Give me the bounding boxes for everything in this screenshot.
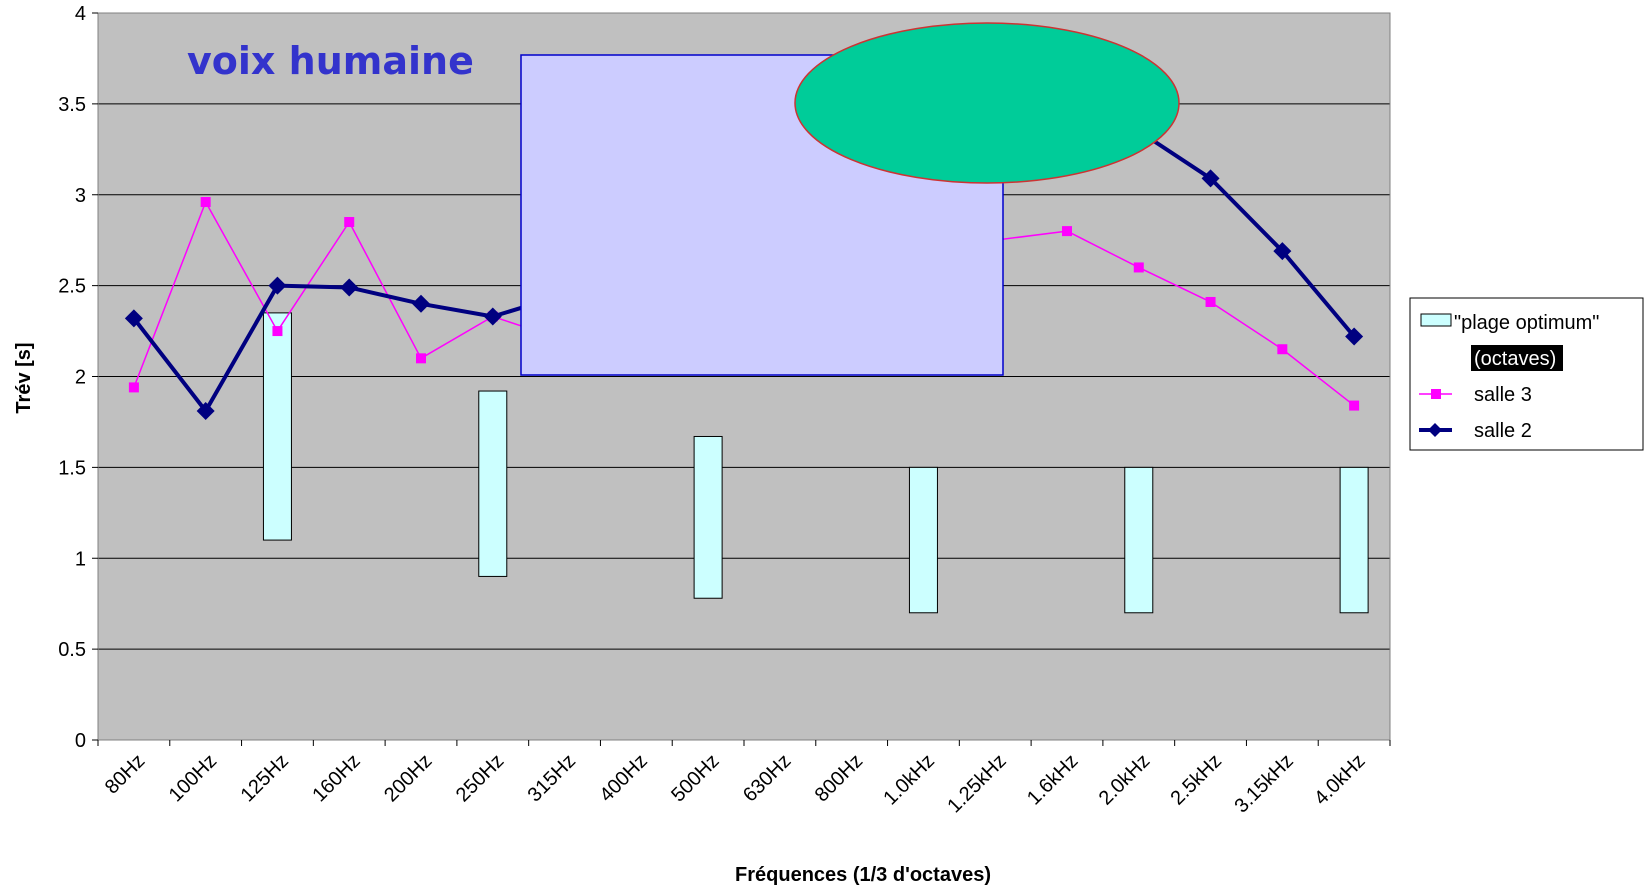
x-tick-label: 1.6kHz (1023, 750, 1083, 810)
y-axis-title: Trév [s] (13, 342, 35, 413)
optimum-range-bar (908, 466, 938, 614)
y-tick-label: 2 (75, 367, 86, 389)
legend-label-octaves: (octaves) (1474, 348, 1556, 370)
y-tick-label: 2.5 (58, 276, 86, 298)
x-tick-label: 630Hz (739, 750, 795, 806)
legend-highlight (1471, 345, 1563, 371)
legend-label-optimum: "plage optimum" (1454, 312, 1599, 334)
x-tick-label: 4.0kHz (1310, 750, 1370, 810)
optimum-range-bar (262, 312, 292, 541)
point-salle3 (272, 326, 283, 337)
x-tick-label: 2.5kHz (1167, 750, 1227, 810)
optimum-range-bar (478, 390, 508, 577)
x-tick-label: 1.25kHz (943, 750, 1010, 817)
y-axis-ticks: 0 0.5 1 1.5 2 2.5 3 3.5 4 (58, 3, 98, 752)
point-salle2 (340, 278, 359, 297)
point-salle2 (124, 309, 143, 328)
x-tick-label: 3.15kHz (1230, 750, 1297, 817)
y-tick-label: 0 (75, 730, 86, 752)
optimum-range-bar (1339, 466, 1369, 614)
x-tick-label: 200Hz (380, 750, 436, 806)
x-tick-label: 80Hz (101, 750, 150, 799)
x-tick-label: 800Hz (811, 750, 867, 806)
y-tick-label: 3.5 (58, 94, 86, 116)
optimum-range-bar (693, 435, 723, 599)
x-tick-label: 315Hz (524, 750, 580, 806)
point-salle2 (1201, 169, 1220, 188)
point-salle3 (1277, 344, 1288, 355)
legend: "plage optimum" (octaves) salle 3 salle … (1409, 297, 1644, 451)
x-tick-label: 100Hz (165, 750, 221, 806)
point-salle2 (1273, 242, 1292, 261)
legend-label-salle2: salle 2 (1474, 420, 1532, 442)
point-salle3 (1349, 400, 1360, 411)
point-salle3 (1205, 296, 1216, 307)
point-salle2 (1345, 327, 1364, 346)
x-tick-label: 250Hz (452, 750, 508, 806)
legend-marker-salle3 (1431, 389, 1441, 399)
point-salle3 (1133, 262, 1144, 273)
x-tick-label: 500Hz (667, 750, 723, 806)
y-tick-label: 1.5 (58, 457, 86, 479)
y-tick-label: 4 (75, 3, 86, 25)
point-salle2 (268, 276, 287, 295)
chart-title: voix humaine (187, 39, 474, 83)
x-axis-title: Fréquences (1/3 d'octaves) (735, 864, 991, 886)
y-tick-label: 3 (75, 185, 86, 207)
legend-marker-salle2 (1428, 423, 1442, 437)
series-line-salle3 (995, 230, 1355, 407)
point-salle2 (196, 402, 215, 421)
point-salle3 (1062, 226, 1072, 237)
series-line-salle2 (1137, 129, 1356, 338)
optimum-range-bar (1124, 466, 1154, 614)
point-salle2 (483, 307, 502, 326)
series-lines (124, 122, 1364, 421)
x-tick-label: 1.0kHz (879, 750, 939, 810)
optimum-range-bars (262, 312, 1369, 614)
x-tick-label: 2.0kHz (1095, 750, 1155, 810)
point-salle3 (344, 217, 355, 228)
x-tick-label: 400Hz (595, 750, 651, 806)
x-tick-label: 160Hz (308, 750, 364, 806)
point-salle3 (200, 197, 211, 208)
x-tick-label: 125Hz (237, 750, 293, 806)
point-salle3 (416, 353, 426, 364)
legend-swatch-optimum (1420, 313, 1452, 327)
overlay-ellipse (794, 22, 1180, 184)
point-salle3 (128, 382, 139, 393)
legend-label-salle3: salle 3 (1474, 384, 1532, 406)
x-axis-ticks: 80Hz 100Hz 125Hz 160Hz 200Hz 250Hz 315Hz 400Hz 5… (97, 740, 1391, 817)
point-salle2 (412, 294, 430, 313)
y-tick-label: 0.5 (58, 639, 86, 661)
y-tick-label: 1 (75, 548, 86, 570)
